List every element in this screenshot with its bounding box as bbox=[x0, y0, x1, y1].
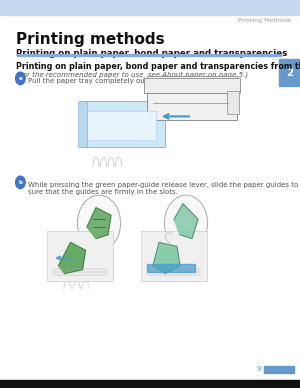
Circle shape bbox=[16, 72, 25, 85]
Bar bbox=[144, 78, 240, 93]
Text: Pull the paper tray completely out of the printer.: Pull the paper tray completely out of th… bbox=[28, 78, 198, 83]
Circle shape bbox=[16, 176, 25, 189]
Bar bbox=[226, 91, 238, 114]
Text: 9: 9 bbox=[256, 366, 261, 372]
Text: b: b bbox=[18, 180, 22, 185]
Polygon shape bbox=[87, 208, 111, 239]
Circle shape bbox=[164, 195, 208, 251]
Bar bbox=[16, 54, 280, 56]
Bar bbox=[141, 231, 207, 281]
Text: Printing methods: Printing methods bbox=[16, 32, 165, 47]
Text: While pressing the green paper-guide release lever, slide the paper guides to fi: While pressing the green paper-guide rel… bbox=[28, 182, 300, 195]
Polygon shape bbox=[174, 204, 198, 239]
Bar bbox=[0, 380, 300, 388]
Bar bbox=[46, 231, 112, 281]
Bar bbox=[81, 101, 165, 147]
Polygon shape bbox=[153, 242, 180, 274]
Text: a: a bbox=[19, 76, 22, 81]
Bar bbox=[0, 0, 300, 15]
Text: Printing on plain paper, bond paper and transparencies: Printing on plain paper, bond paper and … bbox=[16, 49, 288, 58]
Text: Printing Methods: Printing Methods bbox=[238, 18, 291, 23]
Text: (For the recommended paper to use, see About paper on page 5.): (For the recommended paper to use, see A… bbox=[16, 71, 249, 78]
Bar bbox=[147, 93, 237, 120]
Bar bbox=[264, 366, 294, 373]
Bar bbox=[78, 101, 87, 147]
Bar bbox=[147, 264, 195, 272]
Polygon shape bbox=[58, 242, 85, 274]
Text: Printing on plain paper, bond paper and transparencies from the paper tray: Printing on plain paper, bond paper and … bbox=[16, 62, 300, 71]
Bar bbox=[147, 76, 237, 120]
Bar bbox=[87, 111, 156, 140]
Circle shape bbox=[77, 195, 121, 251]
Bar bbox=[279, 59, 300, 86]
Text: 2: 2 bbox=[286, 68, 293, 78]
